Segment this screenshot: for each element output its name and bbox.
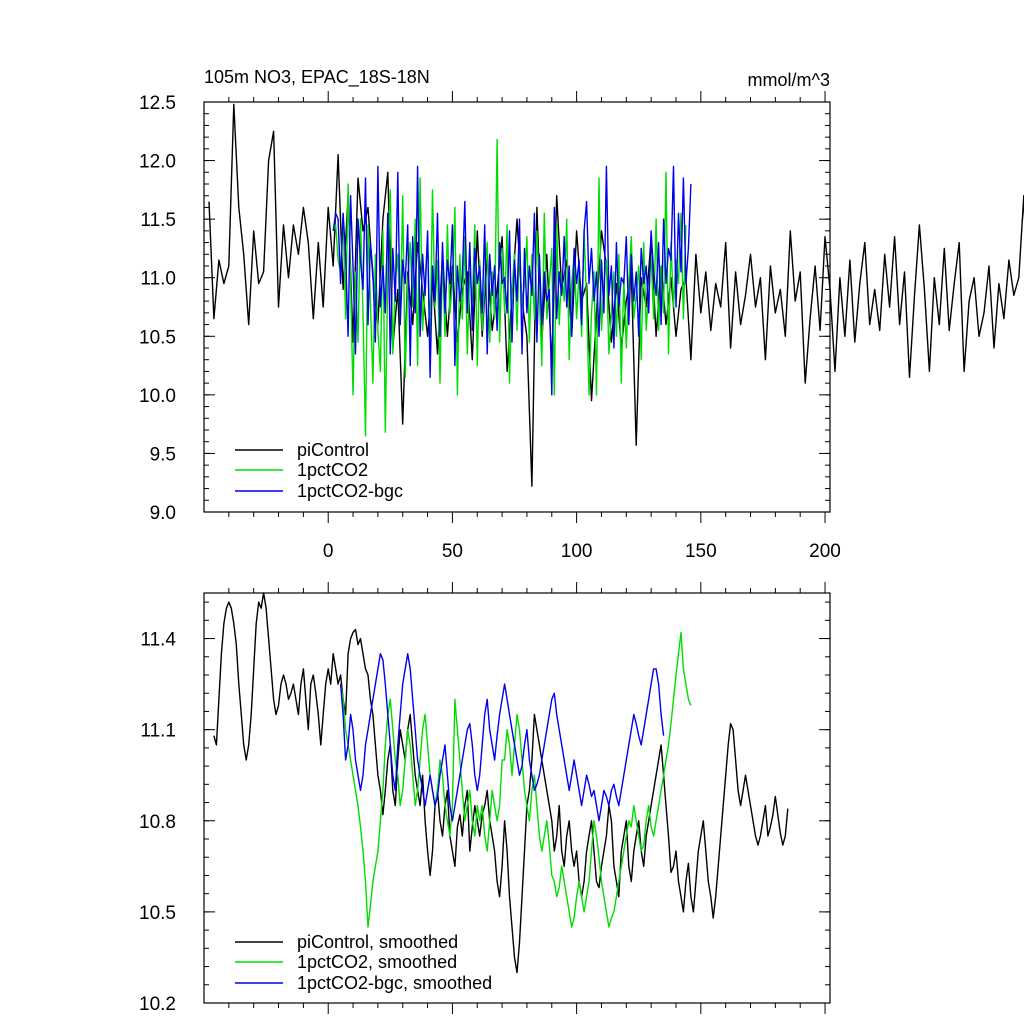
top-x-tick-label-50: 50 [442, 541, 463, 562]
top-y-tick-label-2: 10.0 [139, 386, 176, 407]
legend-label-1pctco2-bgc-smoothed: 1pctCO2-bgc, smoothed [297, 973, 492, 993]
bottom-y-tick-label-3: 11.1 [140, 721, 176, 742]
bottom-axes: 10.2 10.5 10.8 11.1 11.4 [139, 582, 830, 1015]
bottom-series-1pctco2-bgc-smoothed [339, 653, 665, 822]
top-axes: 0 50 100 150 200 9.0 9.5 10.0 10.5 11.0 11.5 12.0 12… [139, 91, 841, 562]
top-y-tick-label-5: 11.5 [140, 210, 176, 231]
top-y-tick-label-7: 12.5 [139, 93, 176, 114]
top-y-tick-label-0: 9.0 [150, 503, 176, 524]
top-y-tick-label-4: 11.0 [140, 269, 176, 290]
top-series-group [208, 103, 1024, 487]
top-series-1pctco2-bgc [332, 165, 692, 396]
top-x-tick-label-0: 0 [323, 541, 334, 562]
top-x-tick-label-200: 200 [809, 541, 841, 562]
bottom-series-group [213, 592, 789, 974]
bottom-y-tick-label-2: 10.8 [139, 812, 176, 833]
legend-label-1pctco2-smoothed: 1pctCO2, smoothed [297, 952, 457, 972]
top-legend: piControl 1pctCO2 1pctCO2-bgc [235, 440, 403, 501]
legend-label-1pctco2: 1pctCO2 [297, 460, 368, 480]
top-y-tick-label-1: 9.5 [150, 444, 176, 465]
top-x-tick-label-100: 100 [561, 541, 593, 562]
bottom-series-1pctco2-smoothed [339, 631, 692, 928]
bottom-y-tick-label-1: 10.5 [139, 903, 176, 924]
top-y-tick-label-3: 10.5 [139, 327, 176, 348]
top-plot-frame [203, 101, 831, 513]
top-y-tick-label-6: 12.0 [139, 152, 176, 173]
legend-label-picontrol: piControl [297, 440, 369, 460]
bottom-plot-frame [203, 592, 831, 1004]
legend-label-picontrol-smoothed: piControl, smoothed [297, 932, 458, 952]
bottom-y-tick-label-4: 11.4 [140, 630, 176, 651]
bottom-panel: 10.2 10.5 10.8 11.1 11.4 piControl, smoothed… [139, 582, 831, 1015]
legend-label-1pctco2-bgc: 1pctCO2-bgc [297, 481, 403, 501]
bottom-legend: piControl, smoothed 1pctCO2, smoothed 1p… [235, 932, 492, 993]
top-units: mmol/m^3 [748, 70, 830, 90]
top-title: 105m NO3, EPAC_18S-18N [204, 67, 430, 88]
bottom-series-picontrol-smoothed [213, 592, 789, 974]
top-panel: 105m NO3, EPAC_18S-18N mmol/m^3 0 50 100 15… [139, 67, 1024, 562]
top-x-tick-label-150: 150 [685, 541, 717, 562]
bottom-y-tick-label-0: 10.2 [139, 994, 176, 1015]
